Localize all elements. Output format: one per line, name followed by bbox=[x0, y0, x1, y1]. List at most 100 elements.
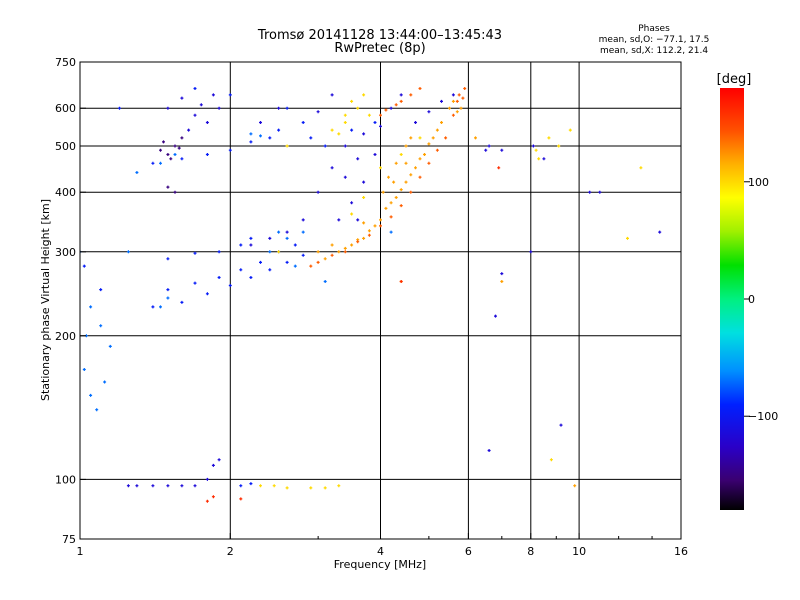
chart-title: Tromsø 20141128 13:44:00–13:45:43 bbox=[257, 28, 502, 43]
data-point bbox=[205, 121, 209, 124]
data-point bbox=[239, 497, 243, 501]
data-point bbox=[193, 281, 197, 285]
data-point bbox=[180, 484, 184, 488]
y-tick-label: 500 bbox=[55, 140, 76, 153]
data-point bbox=[180, 96, 184, 100]
data-point bbox=[193, 251, 197, 255]
data-point bbox=[588, 190, 592, 194]
data-point bbox=[367, 229, 371, 233]
data-point bbox=[211, 93, 215, 97]
data-point bbox=[211, 495, 215, 499]
data-point bbox=[356, 157, 360, 161]
colorbar-ticks: 100 0 −100 bbox=[744, 176, 778, 423]
x-tick-label: 8 bbox=[527, 545, 534, 558]
data-point bbox=[166, 484, 170, 488]
data-point bbox=[89, 305, 93, 309]
data-point bbox=[277, 230, 281, 234]
data-point bbox=[399, 280, 403, 283]
data-point bbox=[409, 136, 413, 140]
data-point bbox=[228, 93, 232, 97]
data-point bbox=[301, 253, 305, 257]
data-point bbox=[350, 243, 354, 247]
data-point bbox=[487, 449, 491, 452]
data-point bbox=[205, 292, 209, 296]
colorbar-tick-label: 0 bbox=[748, 293, 755, 306]
data-point bbox=[394, 161, 398, 165]
data-point bbox=[330, 128, 334, 132]
data-point bbox=[448, 106, 451, 110]
data-point bbox=[379, 224, 382, 228]
data-point bbox=[99, 324, 103, 328]
data-point bbox=[277, 250, 281, 254]
data-point bbox=[249, 140, 253, 144]
data-point bbox=[217, 106, 221, 110]
data-point bbox=[373, 224, 377, 228]
data-point bbox=[362, 93, 366, 97]
data-point bbox=[82, 264, 86, 268]
data-point bbox=[435, 128, 439, 132]
data-point bbox=[389, 230, 393, 234]
data-point bbox=[316, 250, 320, 254]
data-point bbox=[285, 230, 289, 234]
y-axis: 75 100 200 300 400 500 600 750 bbox=[55, 56, 86, 546]
y-tick-label: 600 bbox=[55, 102, 76, 115]
data-point bbox=[301, 218, 305, 222]
data-point bbox=[239, 243, 243, 247]
data-point bbox=[451, 113, 455, 117]
data-point bbox=[309, 486, 313, 490]
x-tick-label: 16 bbox=[674, 545, 688, 558]
data-point bbox=[323, 144, 327, 148]
phase-stats-x-mode: mean, sd,X: 112.2, 21.4 bbox=[600, 46, 708, 56]
colorbar-tick-label: 100 bbox=[748, 176, 769, 189]
y-axis-label: Stationary phase Virtual Height [km] bbox=[39, 199, 52, 401]
data-point bbox=[285, 106, 289, 110]
data-point bbox=[259, 121, 262, 124]
data-point bbox=[343, 144, 347, 148]
data-point bbox=[529, 250, 533, 254]
grid-lines bbox=[80, 62, 681, 539]
data-point bbox=[350, 201, 354, 205]
data-point bbox=[301, 121, 305, 124]
y-tick-label: 100 bbox=[55, 473, 76, 486]
data-point bbox=[277, 106, 281, 110]
data-point bbox=[211, 463, 215, 467]
data-point bbox=[379, 124, 382, 128]
data-point bbox=[389, 201, 393, 205]
data-point bbox=[277, 128, 281, 132]
data-point bbox=[309, 136, 313, 140]
data-point bbox=[537, 157, 541, 161]
data-point bbox=[350, 212, 354, 216]
data-point bbox=[373, 153, 377, 156]
x-tick-label: 10 bbox=[572, 545, 586, 558]
data-point bbox=[95, 408, 99, 412]
data-point bbox=[343, 246, 347, 250]
data-point bbox=[459, 106, 463, 110]
x-tick-label: 2 bbox=[227, 545, 234, 558]
data-point bbox=[166, 288, 170, 292]
data-point bbox=[330, 243, 334, 247]
data-point bbox=[187, 128, 191, 132]
data-point bbox=[337, 132, 341, 136]
data-point bbox=[159, 305, 162, 309]
data-point bbox=[166, 296, 170, 300]
data-point bbox=[205, 477, 209, 481]
data-point bbox=[389, 215, 393, 219]
data-point bbox=[381, 190, 385, 194]
data-point bbox=[103, 380, 107, 384]
x-tick-label: 6 bbox=[465, 545, 472, 558]
data-point bbox=[199, 103, 203, 107]
data-point bbox=[404, 161, 408, 165]
data-point bbox=[367, 113, 371, 117]
data-point bbox=[272, 484, 276, 488]
data-point bbox=[173, 153, 177, 156]
data-point bbox=[362, 221, 366, 225]
data-point bbox=[399, 204, 403, 208]
data-point bbox=[285, 260, 289, 264]
data-point bbox=[427, 161, 431, 165]
data-point bbox=[249, 243, 253, 247]
data-point bbox=[249, 482, 253, 486]
data-point bbox=[387, 175, 390, 179]
data-point bbox=[343, 121, 347, 124]
data-point bbox=[135, 484, 139, 488]
